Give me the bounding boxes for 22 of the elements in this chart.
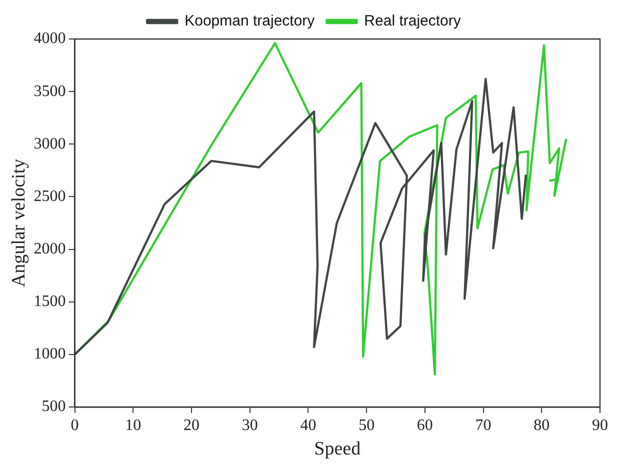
legend-label: Real trajectory xyxy=(364,12,462,30)
x-axis-title: Speed xyxy=(314,438,362,460)
legend-label: Koopman trajectory xyxy=(184,12,316,30)
y-tick-label: 500 xyxy=(42,398,66,416)
y-axis-title: Angular velocity xyxy=(8,158,30,288)
x-tick-label: 30 xyxy=(242,416,258,434)
x-tick-label: 60 xyxy=(416,416,433,434)
x-tick-label: 90 xyxy=(592,416,608,434)
x-tick-label: 50 xyxy=(358,416,375,434)
x-tick-label: 70 xyxy=(475,416,492,434)
y-tick-label: 3000 xyxy=(34,135,66,152)
x-tick-label: 10 xyxy=(125,416,142,434)
x-tick-label: 80 xyxy=(534,416,550,434)
x-tick-label: 20 xyxy=(184,416,200,434)
y-tick-label: 1000 xyxy=(34,346,66,363)
y-tick-label: 4000 xyxy=(34,30,66,48)
x-tick-label: 0 xyxy=(70,416,79,434)
x-tick-label: 40 xyxy=(300,416,316,434)
y-tick-label: 2000 xyxy=(34,240,66,258)
y-tick-label: 1500 xyxy=(34,293,66,310)
y-tick-label: 3500 xyxy=(34,82,66,100)
y-tick-label: 2500 xyxy=(34,188,66,205)
